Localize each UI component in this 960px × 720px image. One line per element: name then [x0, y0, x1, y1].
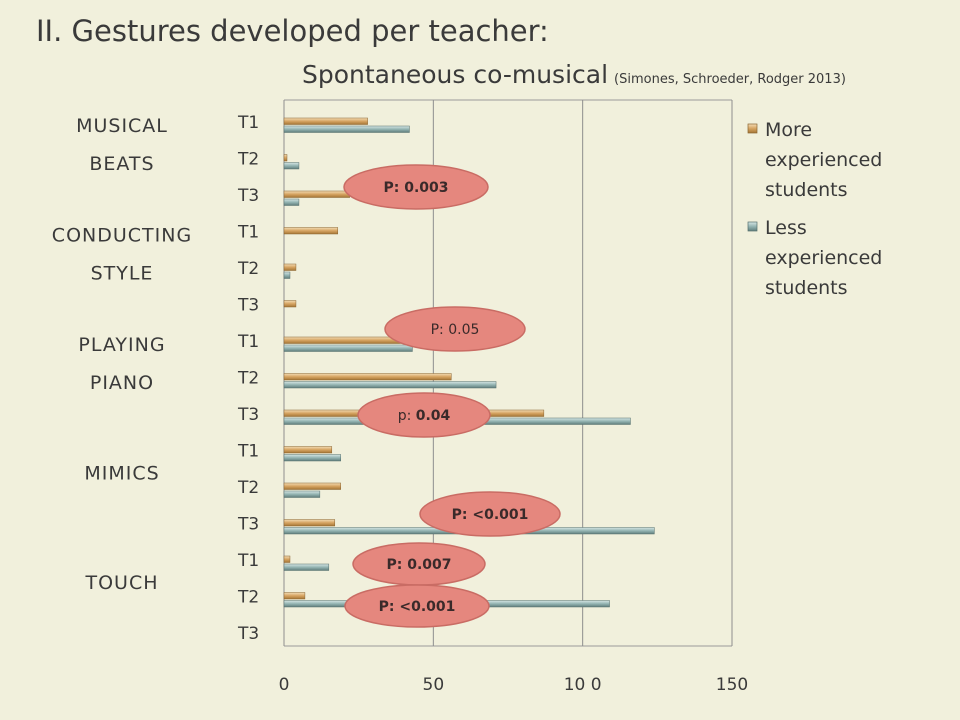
teacher-label: T1: [237, 332, 259, 352]
x-tick-label: 0: [279, 675, 290, 695]
group-label: CONDUCTING: [52, 224, 192, 246]
teacher-label: T1: [237, 223, 259, 243]
bar-more: [283, 336, 404, 344]
teacher-label: T3: [237, 515, 259, 535]
group-label: MUSICAL: [76, 115, 168, 137]
bar-more: [283, 446, 333, 454]
bar-more: [283, 373, 452, 381]
group-label: PLAYING: [78, 334, 165, 356]
bar-more: [283, 519, 336, 527]
group-label: MIMICS: [84, 462, 159, 484]
p-value-label: P: <0.001: [379, 599, 456, 615]
group-label: BEATS: [89, 153, 154, 175]
legend-label-more: students: [765, 179, 848, 201]
bar-less: [283, 454, 341, 462]
bar-more: [283, 263, 297, 271]
p-value-ellipse: [357, 392, 491, 438]
bar-less: [283, 490, 321, 498]
teacher-label: T1: [237, 113, 259, 133]
teacher-label: T2: [237, 588, 259, 608]
bar-less: [283, 563, 330, 571]
legend: More experienced students Less experienced st…: [747, 119, 882, 299]
legend-label-less: students: [765, 277, 848, 299]
x-tick-label: 150: [716, 675, 748, 695]
p-value-number: 0.04: [416, 408, 451, 424]
p-value-label: p: 0.04: [398, 408, 451, 424]
teacher-label: T3: [237, 624, 259, 644]
p-value-label: P: <0.001: [452, 507, 529, 523]
p-value-label: P: 0.003: [383, 180, 448, 196]
bar-more: [283, 300, 297, 308]
teacher-label: T1: [237, 442, 259, 462]
bar-less: [283, 344, 413, 352]
x-tick-label: 50: [423, 675, 445, 695]
teacher-label: T2: [237, 150, 259, 170]
teacher-label: T3: [237, 296, 259, 316]
bar-more: [283, 482, 341, 490]
page-subtitle: Spontaneous co-musical (Simones, Schroede…: [302, 60, 846, 89]
bar-more: [283, 190, 350, 198]
page-title: II. Gestures developed per teacher:: [36, 14, 549, 48]
bar-less: [283, 125, 410, 133]
teacher-label: T2: [237, 259, 259, 279]
legend-swatch-more: [747, 123, 758, 134]
legend-label-more: More: [765, 119, 812, 141]
teacher-label: T2: [237, 478, 259, 498]
p-value-prefix: p:: [398, 408, 416, 424]
p-value-ellipse: [343, 164, 489, 210]
bar-less: [283, 381, 497, 389]
p-value-label: P: 0.05: [431, 322, 480, 338]
p-value-label: P: 0.007: [386, 557, 451, 573]
citation: (Simones, Schroeder, Rodger 2013): [614, 72, 846, 87]
annotations-layer: P: 0.003 P: 0.05 p: 0.04 P: <0.001 P: 0.007 P…: [343, 164, 561, 628]
teacher-label: T2: [237, 369, 259, 389]
legend-label-less: experienced: [765, 247, 882, 269]
bar-less: [283, 198, 300, 206]
p-value-ellipse: [384, 306, 526, 352]
p-value-ellipse: [344, 584, 490, 628]
bar-more: [283, 227, 339, 235]
bar-more: [283, 154, 288, 162]
x-tick-label: 10 0: [564, 675, 602, 695]
group-label: STYLE: [91, 262, 154, 284]
subtitle-text: Spontaneous co-musical: [302, 60, 609, 89]
p-value-ellipse: [419, 491, 561, 537]
teacher-label: T1: [237, 551, 259, 571]
legend-label-less: Less: [765, 217, 807, 239]
bar-more: [283, 592, 306, 600]
teacher-label: T3: [237, 186, 259, 206]
group-label: PIANO: [90, 372, 154, 394]
legend-swatch-less: [747, 221, 758, 232]
bar-more: [283, 117, 368, 125]
bar-less: [283, 271, 291, 279]
labels-layer: 0 50 10 0 150 T1 T2 T3 MUSICAL BEATS T1 T2 T3 CONDUC…: [52, 113, 748, 695]
teacher-label: T3: [237, 405, 259, 425]
group-label: TOUCH: [84, 572, 158, 594]
legend-label-more: experienced: [765, 149, 882, 171]
bar-less: [283, 162, 300, 170]
bar-more: [283, 555, 291, 563]
